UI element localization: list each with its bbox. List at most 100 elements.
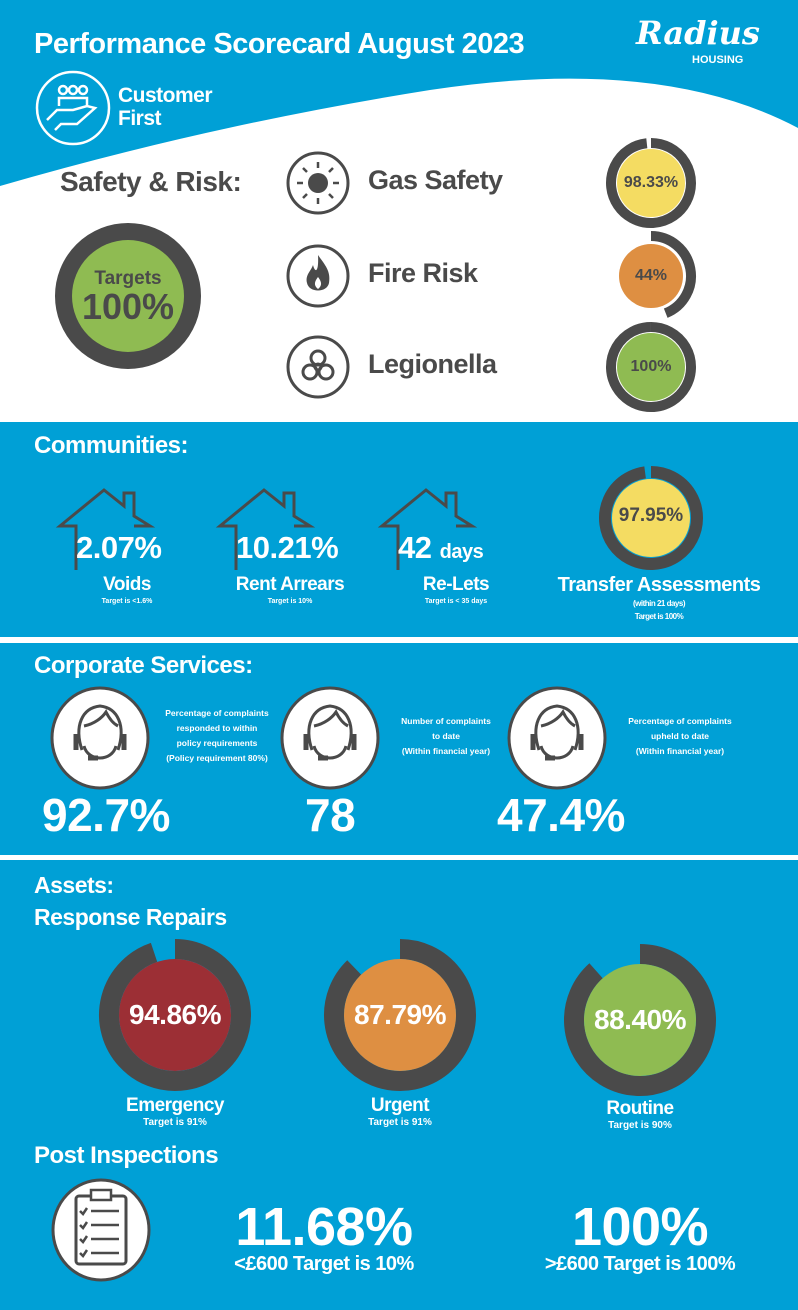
safety-gauge-fill <box>617 149 685 217</box>
transfer-label-block: Transfer Assessments (within 21 days) Ta… <box>540 574 778 621</box>
fire-icon <box>286 244 350 308</box>
post-inspection-value: 100% <box>571 1197 709 1257</box>
complaint-value: 47.4% <box>497 789 625 841</box>
repair-value: 87.79% <box>354 999 446 1030</box>
safety-item-donut <box>605 322 696 412</box>
overall-value: 100% <box>81 286 175 327</box>
complaint-value: 92.7% <box>42 789 170 841</box>
headset-agent-icon <box>280 686 380 790</box>
overall-label: Targets <box>94 268 162 289</box>
repair-gauge-fill <box>584 964 696 1076</box>
description-line: Number of complaints <box>401 716 491 726</box>
community-value-number: 10.21% <box>236 530 339 565</box>
post-inspection-label: <£600 Target is 10% <box>234 1253 414 1275</box>
transfer-donut <box>599 466 703 570</box>
community-value: 10.21% <box>236 530 339 566</box>
repair-value: 88.40% <box>594 1004 686 1035</box>
transfer-gauge-arc <box>599 466 703 570</box>
badge-line2: First <box>118 107 162 130</box>
safety-item-donut <box>619 231 696 318</box>
description-line: Percentage of complaints <box>165 708 269 718</box>
complaint-description: Number of complaints to date (Within finan… <box>371 714 521 759</box>
description-line: policy requirements <box>176 738 258 748</box>
transfer-target: Target is 100% <box>634 612 684 621</box>
safety-title: Safety & Risk: <box>60 166 242 197</box>
complaint-description: Percentage of complaints responded to wit… <box>142 706 292 766</box>
page-title: Performance Scorecard August 2023 <box>34 28 525 60</box>
community-value: 2.07% <box>76 530 162 566</box>
corporate-title: Corporate Services: <box>34 652 253 679</box>
description-line: upheld to date <box>650 731 710 741</box>
transfer-value: 97.95% <box>618 505 684 526</box>
community-value-unit: days <box>439 541 484 563</box>
community-label: Re-Lets <box>422 574 490 595</box>
safety-item-label: Gas Safety <box>368 165 503 195</box>
repair-target: Target is 91% <box>143 1117 207 1128</box>
response-repairs-title: Response Repairs <box>34 904 227 930</box>
community-target: Target is <1.6% <box>101 598 153 605</box>
biohazard-icon <box>286 335 350 399</box>
description-line: to date <box>432 731 460 741</box>
complaint-description: Percentage of complaints upheld to date (W… <box>605 714 755 759</box>
community-target: Target is < 35 days <box>424 598 488 605</box>
assets-title: Assets: <box>34 872 114 898</box>
community-label: Voids <box>103 574 151 595</box>
transfer-sub: (within 21 days) <box>632 599 686 608</box>
safety-gauge-fill <box>617 333 685 401</box>
repair-label: Emergency <box>126 1095 224 1116</box>
post-inspection-value: 11.68% <box>235 1197 413 1257</box>
community-value: 42 days <box>398 530 484 566</box>
customer-first-icon <box>35 70 111 146</box>
gas-icon <box>286 151 350 215</box>
description-line: (Within financial year) <box>635 746 725 756</box>
communities-title: Communities: <box>34 432 189 459</box>
safety-item-value: 98.33% <box>623 174 679 191</box>
headset-agent-icon <box>507 686 607 790</box>
badge-line1: Customer <box>118 84 213 107</box>
community-target: Target is 10% <box>267 598 313 605</box>
repair-target: Target is 90% <box>608 1120 672 1131</box>
complaint-value: 78 <box>305 789 356 841</box>
house-icon <box>377 488 478 570</box>
headset-agent-icon <box>50 686 150 790</box>
repair-gauge-fill <box>344 959 456 1071</box>
repair-value: 94.86% <box>129 999 221 1030</box>
repair-gauge-arc <box>324 939 476 1091</box>
safety-gauge-arc <box>605 322 696 412</box>
logo-text: Radius <box>636 14 760 52</box>
house-icon <box>215 488 316 570</box>
community-value-number: 42 <box>398 530 432 565</box>
safety-gauge-fill <box>619 244 683 308</box>
description-line: (Within financial year) <box>401 746 491 756</box>
header-wave <box>0 0 798 186</box>
safety-item-donut <box>606 138 696 228</box>
post-inspection-label: >£600 Target is 100% <box>544 1253 736 1275</box>
repair-donut <box>564 944 716 1096</box>
logo: Radius HOUSING <box>636 14 776 66</box>
safety-item-label: Legionella <box>368 349 497 379</box>
transfer-label: Transfer Assessments <box>557 574 761 596</box>
repair-donut <box>324 939 476 1091</box>
logo-sub: HOUSING <box>692 54 744 66</box>
community-value-number: 2.07% <box>76 530 162 565</box>
repair-target: Target is 91% <box>368 1117 432 1128</box>
description-line: Percentage of complaints <box>628 716 732 726</box>
safety-item-value: 100% <box>630 358 672 375</box>
overall-target-donut <box>55 223 201 369</box>
repair-label: Urgent <box>370 1095 430 1116</box>
repair-donut <box>99 939 251 1091</box>
repair-gauge-fill <box>119 959 231 1071</box>
community-label: Rent Arrears <box>235 574 345 595</box>
repair-gauge-arc <box>99 939 251 1091</box>
transfer-gauge-fill <box>612 479 690 557</box>
badge-label: Customer First <box>118 84 213 130</box>
repair-label: Routine <box>606 1098 674 1119</box>
safety-item-label: Fire Risk <box>368 258 478 288</box>
clipboard-icon <box>51 1178 151 1282</box>
safety-gauge-arc <box>606 138 696 228</box>
repair-gauge-arc <box>564 944 716 1096</box>
safety-item-value: 44% <box>634 267 668 284</box>
safety-gauge-arc <box>650 231 696 318</box>
post-inspections-title: Post Inspections <box>34 1142 219 1169</box>
description-line: (Policy requirement 80%) <box>166 753 268 763</box>
